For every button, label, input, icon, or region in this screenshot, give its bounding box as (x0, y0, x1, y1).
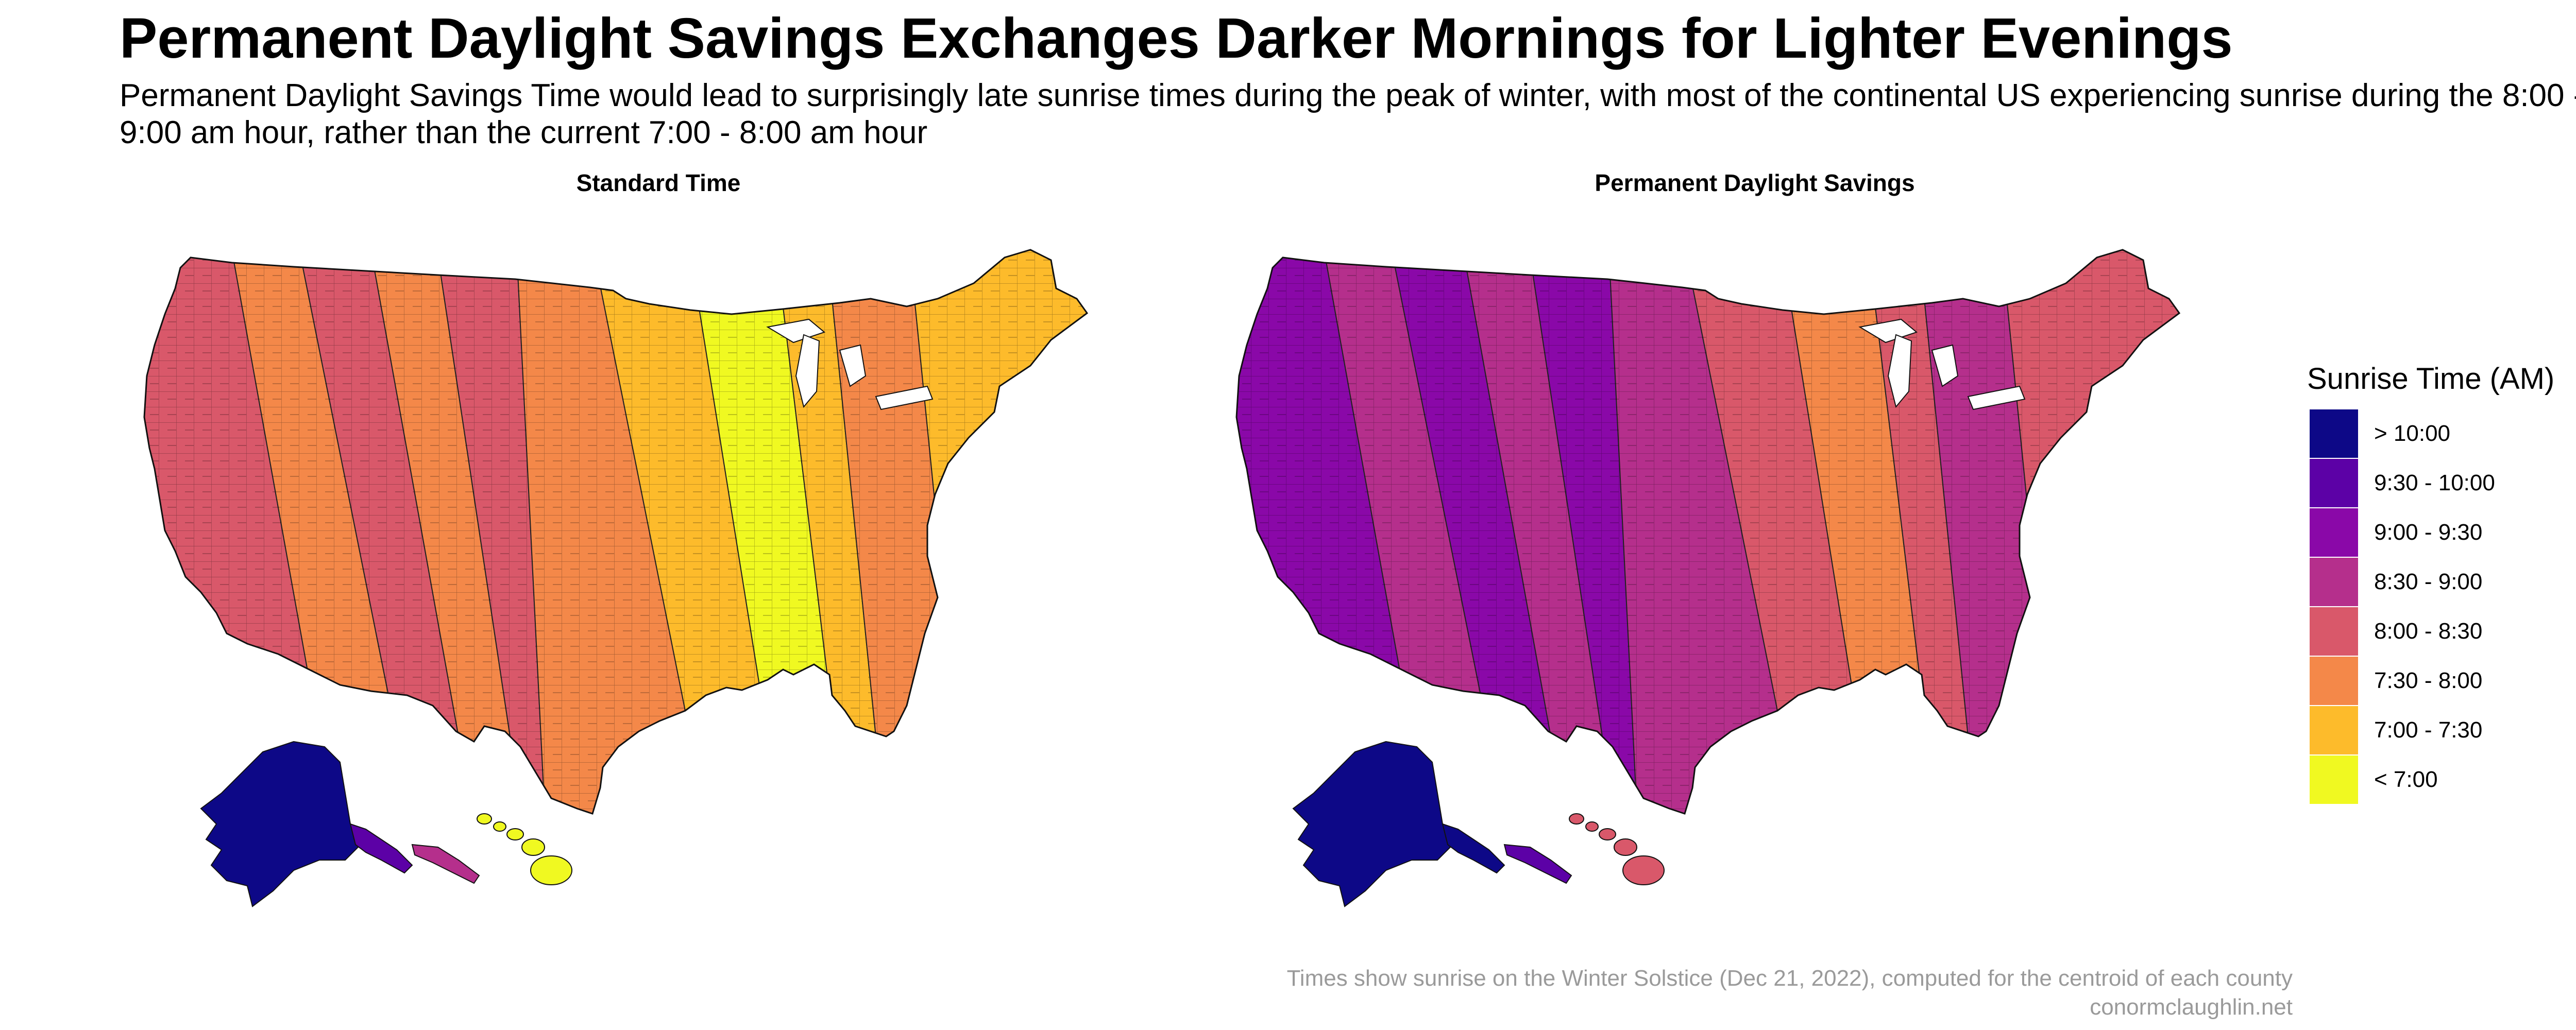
legend-label: 8:30 - 9:00 (2374, 569, 2483, 594)
hawaii-island (521, 838, 545, 856)
caption-note: Times show sunrise on the Winter Solstic… (1286, 966, 2293, 991)
legend-item: 8:30 - 9:00 (2309, 557, 2495, 607)
alaska (200, 741, 367, 907)
hawaii-island (1599, 828, 1616, 840)
legend-label: 7:00 - 7:30 (2374, 717, 2483, 743)
legend-item: < 7:00 (2309, 755, 2495, 804)
legend-label: 9:00 - 9:30 (2374, 520, 2483, 545)
us-outline (1235, 249, 2181, 815)
caption-source: conormclaughlin.net (2090, 994, 2293, 1020)
legend-swatch (2309, 656, 2359, 706)
chart-title: Permanent Daylight Savings Exchanges Dar… (120, 7, 2233, 70)
map-standard-time (143, 249, 1089, 907)
aleutian-region (1503, 844, 1572, 884)
hawaii-island (1614, 838, 1637, 856)
legend-label: 8:00 - 8:30 (2374, 619, 2483, 644)
map-title-standard-time: Standard Time (576, 169, 741, 196)
map-permanent-dst (1235, 249, 2181, 907)
caption: Times show sunrise on the Winter Solstic… (1287, 964, 2293, 1022)
legend-swatch (2309, 409, 2359, 458)
chart-subtitle: Permanent Daylight Savings Time would le… (120, 78, 2576, 150)
hawaii-island (1585, 821, 1599, 832)
legend: > 10:00 9:30 - 10:00 9:00 - 9:30 8:30 - … (2309, 409, 2495, 804)
legend-swatch (2309, 706, 2359, 755)
hawaii-island (1622, 855, 1665, 885)
legend-swatch (2309, 755, 2359, 804)
legend-label: > 10:00 (2374, 421, 2451, 446)
alaska-panhandle (1442, 823, 1505, 874)
legend-item: > 10:00 (2309, 409, 2495, 458)
us-outline (143, 249, 1089, 815)
great-lake (795, 334, 820, 408)
hawaii-island (530, 855, 572, 885)
hawaii-island (1569, 813, 1584, 825)
hawaii-island (506, 828, 524, 840)
great-lake (1887, 334, 1912, 408)
great-lake (875, 385, 934, 410)
legend-swatch (2309, 607, 2359, 656)
great-lake (766, 318, 826, 344)
legend-item: 8:00 - 8:30 (2309, 607, 2495, 656)
legend-label: 7:30 - 8:00 (2374, 668, 2483, 693)
great-lake (839, 344, 867, 387)
legend-item: 9:00 - 9:30 (2309, 508, 2495, 557)
legend-item: 7:30 - 8:00 (2309, 656, 2495, 706)
alaska (1292, 741, 1459, 907)
legend-item: 9:30 - 10:00 (2309, 458, 2495, 508)
great-lake (1858, 318, 1918, 344)
legend-swatch (2309, 557, 2359, 607)
legend-label: < 7:00 (2374, 767, 2438, 792)
legend-swatch (2309, 508, 2359, 557)
great-lake (1931, 344, 1959, 387)
great-lake (1967, 385, 2026, 410)
legend-label: 9:30 - 10:00 (2374, 470, 2495, 495)
legend-title: Sunrise Time (AM) (2307, 362, 2555, 396)
legend-swatch (2309, 458, 2359, 508)
hawaii-island (493, 821, 506, 832)
hawaii-island (477, 813, 492, 825)
alaska-panhandle (349, 823, 413, 874)
legend-item: 7:00 - 7:30 (2309, 706, 2495, 755)
map-title-permanent-dst: Permanent Daylight Savings (1595, 169, 1915, 196)
aleutian-region (411, 844, 480, 884)
